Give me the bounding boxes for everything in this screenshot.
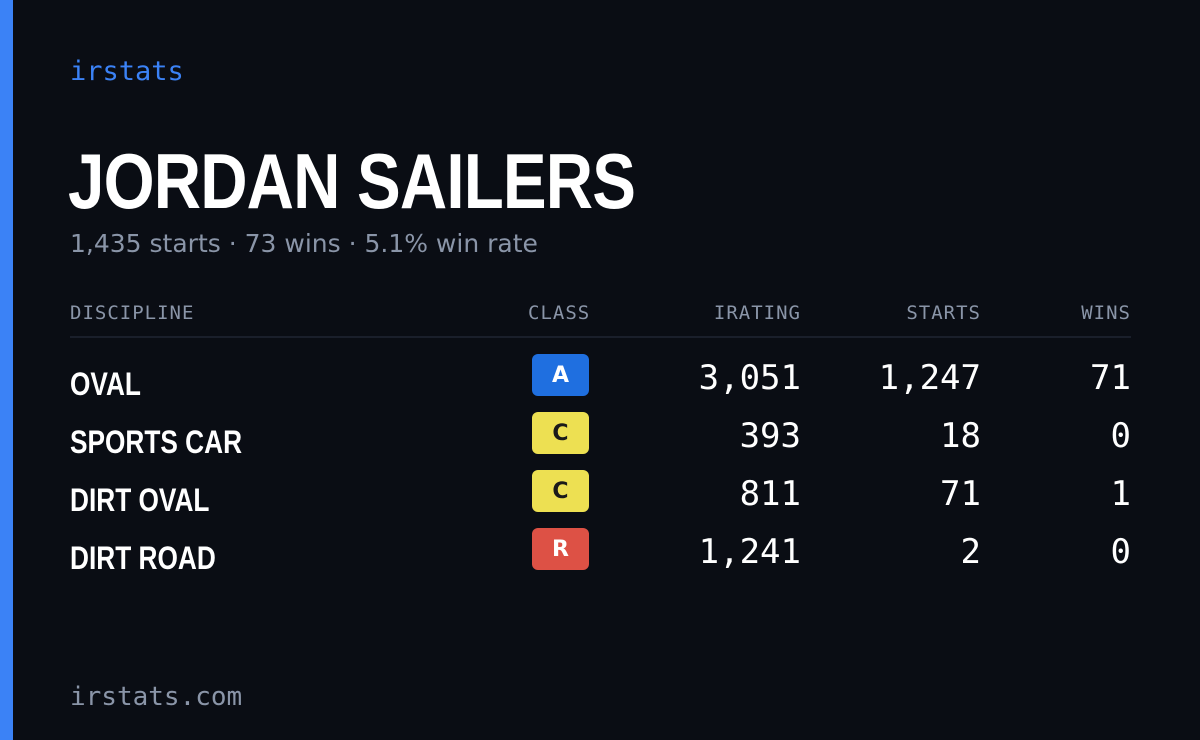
discipline-cell: DIRT OVAL: [70, 482, 210, 518]
class-badge: C: [532, 412, 589, 454]
discipline-cell: OVAL: [70, 366, 141, 402]
table-row: SPORTS CAR C 393 18 0: [70, 412, 1131, 470]
footer-url: irstats.com: [70, 682, 243, 712]
driver-summary: 1,435 starts · 73 wins · 5.1% win rate: [70, 229, 538, 258]
class-badge: A: [532, 354, 589, 396]
wins-cell: 71: [1090, 358, 1131, 398]
irating-cell: 1,241: [698, 532, 801, 572]
starts-cell: 2: [960, 532, 981, 572]
starts-cell: 1,247: [878, 358, 981, 398]
driver-name: JORDAN SAILERS: [68, 137, 636, 225]
irating-cell: 811: [739, 474, 801, 514]
starts-cell: 71: [940, 474, 981, 514]
irating-cell: 3,051: [698, 358, 801, 398]
brand-logo: irstats: [70, 56, 184, 87]
accent-bar: [0, 0, 13, 740]
class-badge: C: [532, 470, 589, 512]
table-header: DISCIPLINE CLASS IRATING STARTS WINS: [70, 298, 1131, 338]
header-class: CLASS: [528, 302, 591, 324]
discipline-cell: SPORTS CAR: [70, 424, 243, 460]
header-discipline: DISCIPLINE: [70, 302, 195, 324]
stats-table: DISCIPLINE CLASS IRATING STARTS WINS OVA…: [70, 298, 1131, 586]
table-row: DIRT OVAL C 811 71 1: [70, 470, 1131, 528]
irating-cell: 393: [739, 416, 801, 456]
table-row: DIRT ROAD R 1,241 2 0: [70, 528, 1131, 586]
wins-cell: 0: [1110, 532, 1131, 572]
table-body: OVAL A 3,051 1,247 71 SPORTS CAR C 393 1…: [70, 354, 1131, 586]
table-row: OVAL A 3,051 1,247 71: [70, 354, 1131, 412]
discipline-cell: DIRT ROAD: [70, 540, 216, 576]
header-starts: STARTS: [906, 302, 981, 324]
wins-cell: 1: [1110, 474, 1131, 514]
header-wins: WINS: [1081, 302, 1131, 324]
starts-cell: 18: [940, 416, 981, 456]
wins-cell: 0: [1110, 416, 1131, 456]
header-irating: IRATING: [713, 302, 801, 324]
class-badge: R: [532, 528, 589, 570]
